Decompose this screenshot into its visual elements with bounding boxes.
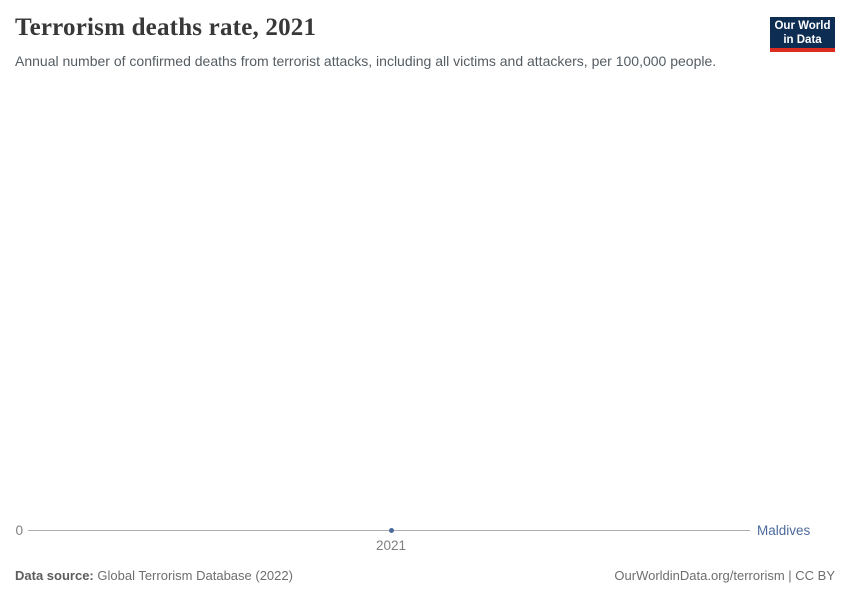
- data-point-maldives-2021[interactable]: [389, 528, 394, 533]
- x-axis-tick-label: 2021: [375, 538, 407, 553]
- data-source-value: Global Terrorism Database (2022): [97, 568, 293, 583]
- owid-logo-line2: in Data: [783, 33, 822, 46]
- chart-footer: Data source: Global Terrorism Database (…: [15, 568, 835, 584]
- owid-logo[interactable]: Our World in Data: [770, 17, 835, 52]
- page-title: Terrorism deaths rate, 2021: [15, 14, 317, 41]
- attribution-link[interactable]: OurWorldinData.org/terrorism | CC BY: [614, 568, 835, 583]
- data-source-line: Data source: Global Terrorism Database (…: [15, 568, 293, 584]
- y-axis-zero-label: 0: [15, 523, 23, 538]
- series-label-maldives[interactable]: Maldives: [757, 523, 811, 538]
- chart-subtitle: Annual number of confirmed deaths from t…: [15, 53, 717, 69]
- data-source-label: Data source:: [15, 568, 94, 583]
- owid-logo-line1: Our World: [774, 19, 831, 32]
